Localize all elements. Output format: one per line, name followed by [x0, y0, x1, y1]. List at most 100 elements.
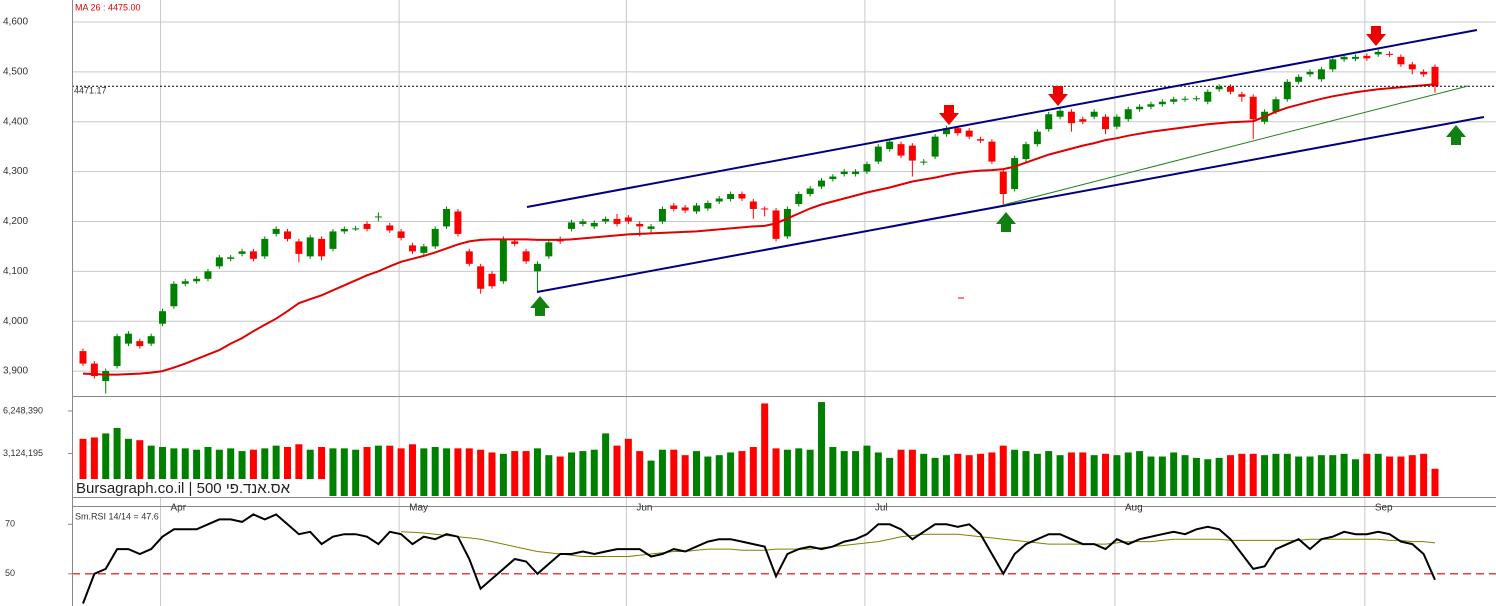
volume-bar: [1226, 455, 1234, 496]
volume-bar: [1351, 459, 1359, 496]
candle-body: [783, 208, 791, 237]
volume-bar: [193, 449, 201, 496]
volume-bar: [942, 455, 950, 496]
volume-bar: [1204, 459, 1212, 496]
candle-body: [340, 228, 348, 232]
volume-bar: [284, 447, 292, 496]
candle-body: [897, 144, 905, 156]
volume-bar: [363, 447, 371, 496]
candle-body: [329, 231, 337, 249]
volume-bar: [954, 453, 962, 496]
rsi-line: [82, 513, 1436, 604]
candle-body: [261, 238, 269, 257]
candle-body: [1067, 111, 1075, 124]
moving-average: [82, 83, 1436, 376]
y-tick-label: 4,000: [3, 316, 28, 327]
volume-bar: [579, 451, 587, 496]
volume-bar: [1249, 453, 1257, 496]
candle-body: [1192, 98, 1200, 100]
candle-body: [522, 251, 530, 262]
volume-bar: [897, 449, 905, 496]
channel-lower: [536, 116, 1485, 293]
candle-body: [1056, 110, 1064, 117]
candle-body: [124, 333, 132, 344]
marks: [72, 49, 1496, 604]
candle-body: [374, 216, 382, 218]
candle-body: [1181, 98, 1189, 100]
volume-bar: [613, 445, 621, 496]
candle-body: [545, 242, 553, 257]
candle-body: [613, 218, 621, 224]
candle-body: [954, 128, 962, 134]
volume-bar: [124, 438, 132, 496]
volume-bar: [556, 456, 564, 496]
volume-bar: [1158, 456, 1166, 496]
candle-body: [749, 201, 757, 209]
candle-body: [420, 246, 428, 253]
volume-bar: [761, 403, 769, 496]
watermark: Bursagraph.co.il | 500 אס.אנד.פי: [76, 480, 291, 497]
volume-bar: [863, 445, 871, 496]
volume-bar: [204, 447, 212, 496]
volume-bar: [590, 449, 598, 496]
volume-bar: [533, 448, 541, 496]
volume-bar: [1340, 453, 1348, 496]
volume-bar: [238, 451, 246, 496]
volume-bar: [908, 449, 916, 496]
volume-bar: [852, 451, 860, 496]
volume-bar: [499, 453, 507, 496]
volume-bar: [931, 457, 939, 496]
candle-body: [318, 238, 326, 257]
volume-bar: [477, 449, 485, 496]
channel-upper: [526, 29, 1478, 208]
candle-body: [170, 283, 178, 307]
candle-body: [159, 311, 167, 324]
candle-body: [1204, 91, 1212, 102]
candle-body: [499, 238, 507, 282]
candle-body: [999, 171, 1007, 195]
volume-bar: [1045, 451, 1053, 496]
candle-body: [533, 263, 541, 272]
volume-bar: [386, 445, 394, 496]
candle-body: [408, 245, 416, 252]
candle-body: [886, 141, 894, 150]
candle-body: [1386, 53, 1394, 55]
volume-bar: [545, 455, 553, 496]
candle-body: [1045, 114, 1053, 130]
volume-bar: [977, 453, 985, 496]
volume-bar: [352, 449, 360, 496]
candle-body: [227, 257, 235, 259]
candle-body: [908, 145, 916, 161]
volume-bar: [1363, 453, 1371, 496]
candle-body: [920, 161, 928, 163]
volume-bar: [988, 452, 996, 496]
candle-body: [704, 202, 712, 209]
candle-body: [715, 198, 723, 202]
volume-bar: [181, 448, 189, 496]
candle-body: [1090, 111, 1098, 117]
candle-body: [443, 208, 451, 227]
candle-body: [1397, 56, 1405, 65]
volume-bar: [465, 448, 473, 496]
volume-bar: [840, 451, 848, 496]
candle-body: [863, 164, 871, 172]
volume-bar: [1386, 456, 1394, 496]
candle-body: [647, 226, 655, 229]
volume-bar: [829, 447, 837, 496]
candle-body: [1124, 109, 1132, 120]
candle-body: [693, 205, 701, 212]
candle-body: [1431, 66, 1439, 87]
candle-body: [1079, 119, 1087, 122]
grid: [68, 0, 1496, 606]
volume-bar: [113, 427, 121, 496]
candle-body: [1317, 69, 1325, 80]
volume-bar: [408, 444, 416, 496]
candle-body: [1272, 99, 1280, 112]
candle-body: [488, 273, 496, 287]
candle-body: [1170, 99, 1178, 102]
volume-bar: [965, 455, 973, 496]
candle-body: [284, 231, 292, 239]
candle-body: [738, 194, 746, 199]
volume-bar: [170, 448, 178, 496]
